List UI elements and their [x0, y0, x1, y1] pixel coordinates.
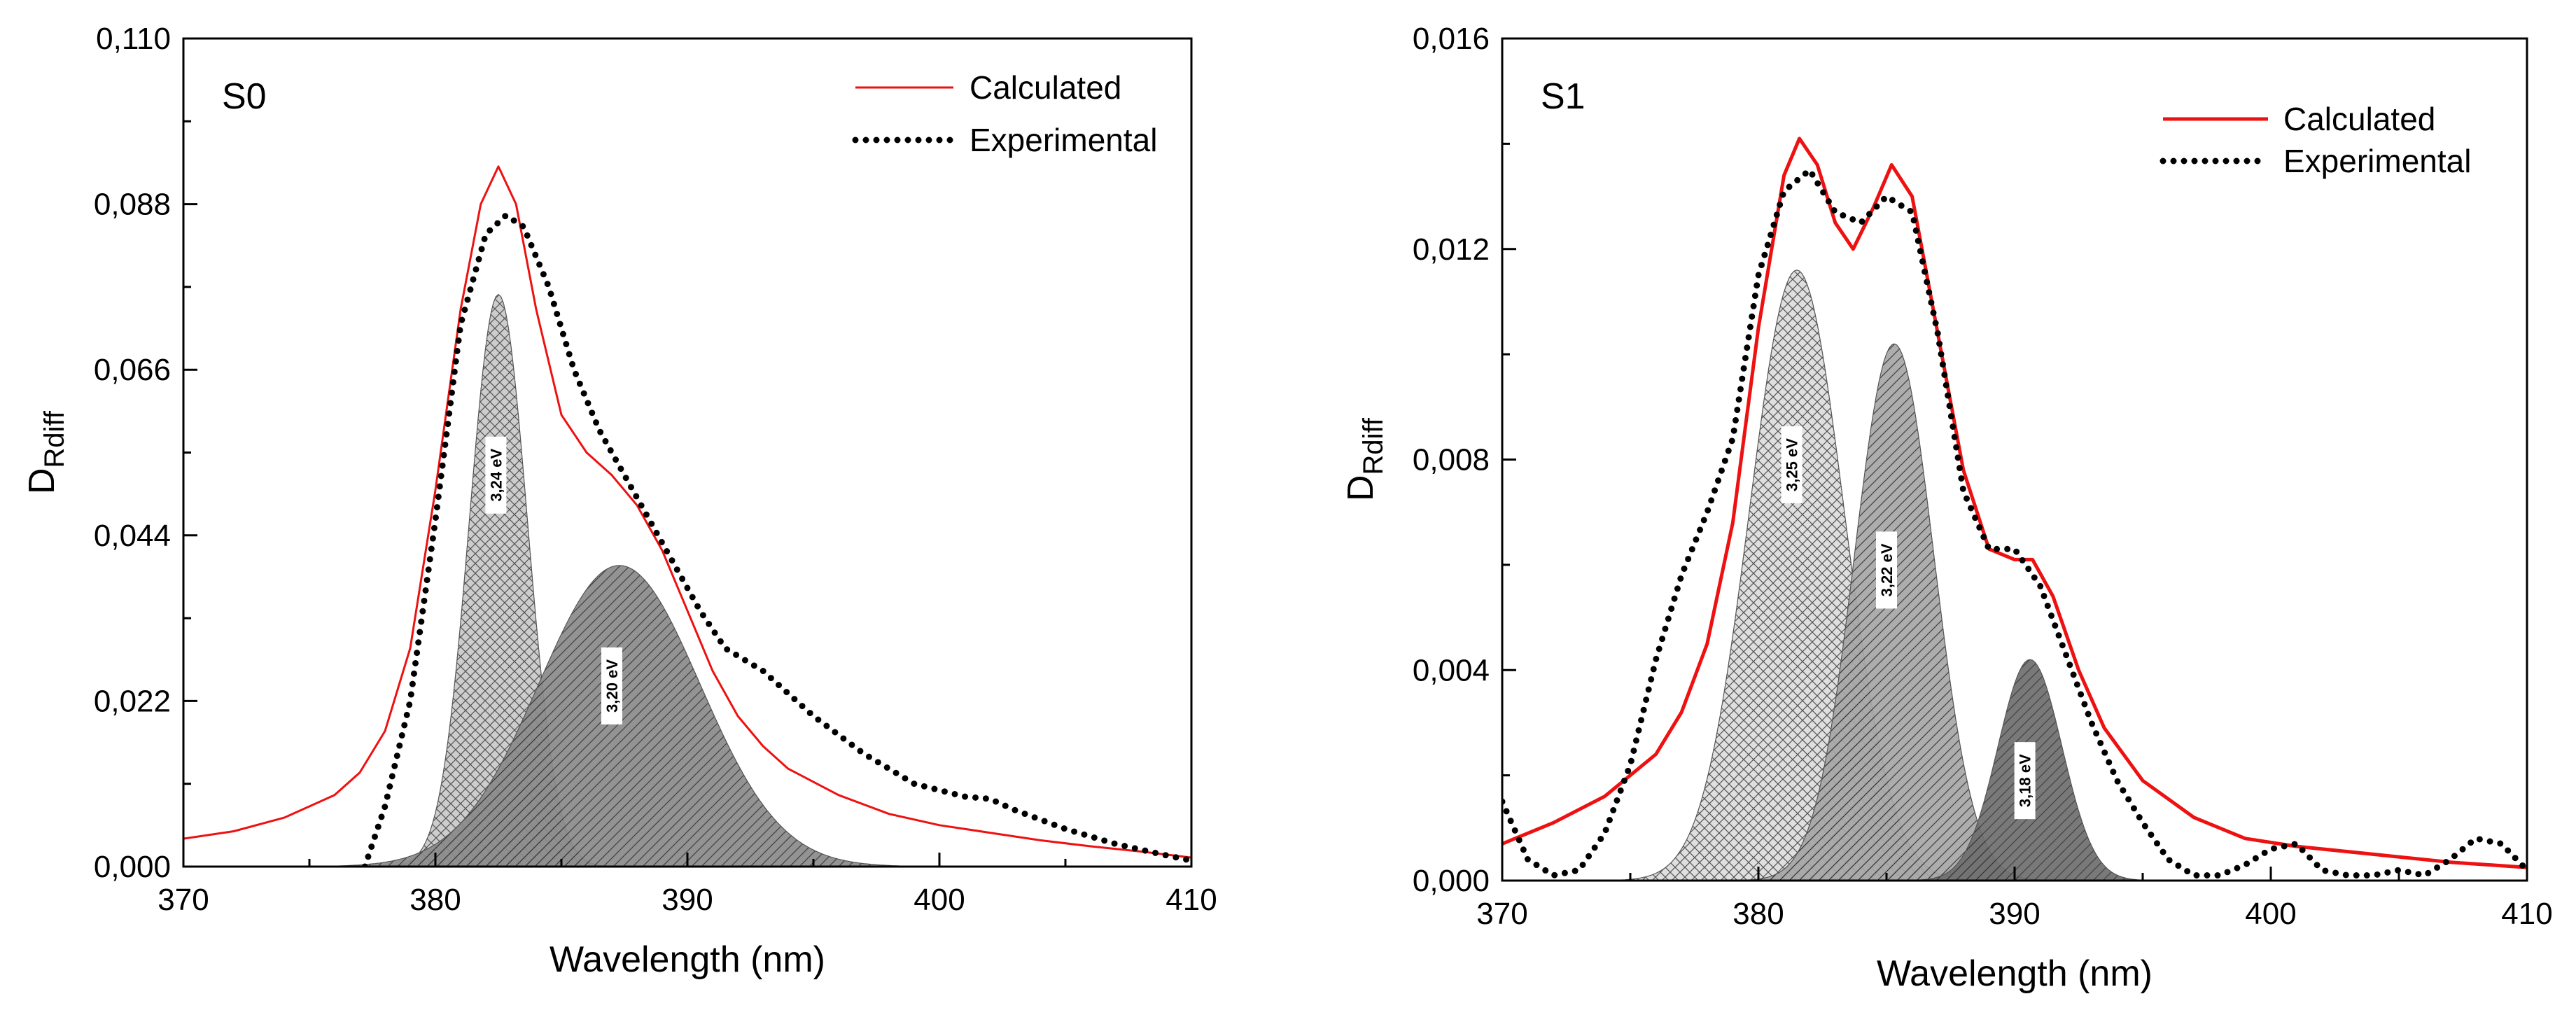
peak-label-2: 3,22 eV — [1876, 531, 1897, 609]
x-axis-title: Wavelength (nm) — [550, 939, 825, 980]
y-tick-label: 0,008 — [1413, 443, 1490, 477]
y-tick-label: 0,110 — [96, 22, 171, 56]
y-axis-title-main: D — [1340, 475, 1381, 501]
peak-label-text: 3,20 eV — [603, 659, 621, 713]
peak-label-text: 3,24 eV — [487, 449, 505, 502]
x-tick-label: 370 — [1476, 897, 1527, 931]
x-tick-label: 400 — [913, 883, 965, 917]
peak-label-box — [1876, 531, 1897, 609]
y-tick-label: 0,022 — [94, 684, 171, 718]
legend-label-experimental: Experimental — [2283, 143, 2471, 179]
series-line-calculated — [183, 165, 1191, 859]
peak-label-2: 3,20 eV — [601, 647, 622, 724]
peak-area-1 — [1502, 270, 2527, 881]
y-tick-label: 0,088 — [94, 188, 171, 222]
legend-label-calculated: Calculated — [969, 69, 1121, 106]
series-line-experimental — [361, 212, 1191, 867]
x-tick-label: 380 — [1732, 897, 1784, 931]
y-tick-label: 0,000 — [1413, 864, 1490, 898]
peak-label-box — [485, 436, 507, 514]
x-tick-label: 370 — [158, 883, 209, 917]
panel-label: S1 — [1541, 76, 1586, 117]
peak-label-text: 3,25 eV — [1784, 438, 1801, 491]
y-axis-title-text: DRdiff — [1340, 417, 1389, 501]
y-tick-label: 0,012 — [1413, 232, 1490, 267]
y-tick-label: 0,016 — [1413, 22, 1490, 56]
x-tick-label: 390 — [1989, 897, 2040, 931]
peak-label-3: 3,18 eV — [2014, 742, 2036, 820]
x-tick-label: 410 — [2501, 897, 2552, 931]
x-tick-label: 390 — [662, 883, 713, 917]
y-axis-title-sub: Rdiff — [39, 410, 70, 468]
peak-area-2 — [183, 565, 1191, 867]
peak-label-box — [601, 647, 622, 724]
x-axis-title: Wavelength (nm) — [1877, 953, 2152, 994]
series-line-calculated — [1502, 136, 2527, 869]
x-tick-label: 410 — [1166, 883, 1217, 917]
y-axis-title-main: D — [22, 468, 62, 494]
peak-label-text: 3,22 eV — [1878, 543, 1896, 596]
chart-s1: 3,25 eV 3,22 eV 3,18 eV 370 380 390 400 410 0,00… — [1340, 22, 2553, 994]
y-axis-title-text: DRdiff — [22, 410, 70, 494]
y-tick-label: 0,044 — [94, 519, 171, 553]
peak-label-box — [1781, 426, 1802, 504]
y-axis-title-sub: Rdiff — [1358, 417, 1389, 475]
peak-label-1: 3,25 eV — [1781, 426, 1802, 504]
y-tick-label: 0,000 — [94, 850, 171, 884]
legend-label-calculated: Calculated — [2283, 101, 2435, 137]
plot-area — [183, 165, 1191, 867]
panel-label: S0 — [222, 76, 267, 117]
chart-s0: 3,24 eV 3,20 eV 370 380 390 400 410 0,000 0,022 0… — [22, 22, 1217, 980]
peak-label-1: 3,24 eV — [485, 436, 507, 514]
series-line-experimental — [1502, 167, 2527, 878]
peak-label-box — [2014, 742, 2036, 820]
y-tick-label: 0,066 — [94, 353, 171, 387]
chart-panel-s0: 3,24 eV 3,20 eV 370 380 390 400 410 0,000 0,022 0… — [22, 22, 1217, 980]
peak-label-text: 3,18 eV — [2017, 754, 2034, 807]
legend-label-experimental: Experimental — [969, 122, 1157, 158]
y-tick-label: 0,004 — [1413, 653, 1490, 687]
x-tick-label: 400 — [2245, 897, 2296, 931]
x-tick-label: 380 — [410, 883, 461, 917]
y-axis-title: DRdiff — [22, 410, 70, 494]
chart-panel-s1: 3,25 eV 3,22 eV 3,18 eV 370 380 390 400 410 0,00… — [1288, 0, 2576, 1029]
y-axis-title: DRdiff — [1340, 417, 1389, 501]
